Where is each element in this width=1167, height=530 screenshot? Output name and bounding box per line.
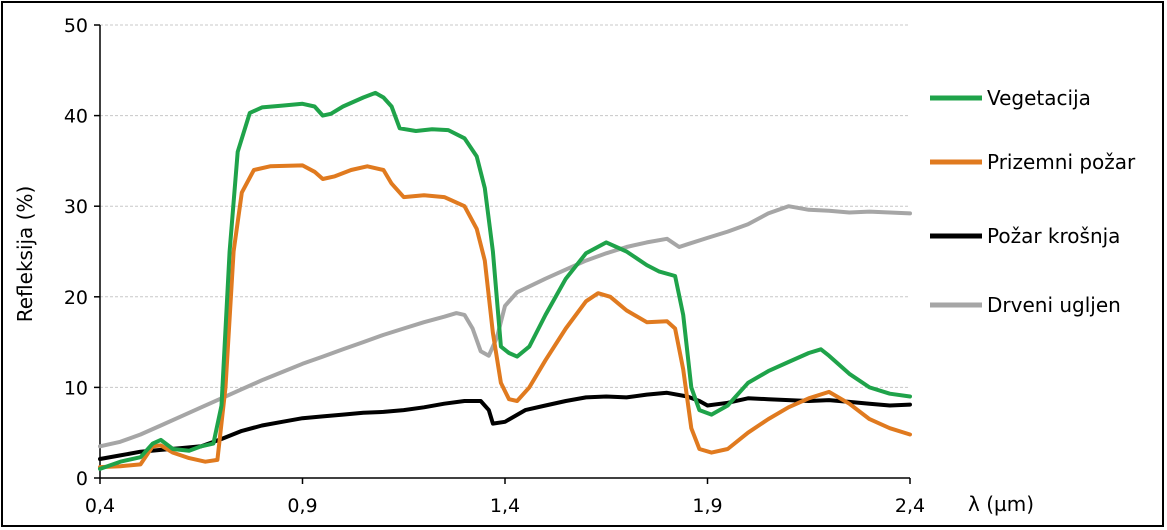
- y-tick-label: 20: [64, 287, 88, 309]
- y-tick-label: 10: [64, 377, 88, 399]
- y-tick-label: 0: [76, 468, 88, 490]
- series-line-1: [98, 163, 912, 470]
- legend-label: Drveni ugljen: [987, 293, 1121, 317]
- x-tick-label: 2,4: [895, 495, 925, 517]
- x-tick-labels: 0,4 0,9 1,4 1,9 2,4: [85, 478, 925, 517]
- x-tick-label: 1,9: [692, 495, 722, 517]
- series-line-3: [98, 204, 912, 449]
- y-tick-labels: 0 10 20 30 40 50: [64, 15, 100, 490]
- legend: Vegetacija Prizemni požar Požar krošnja Drv…: [930, 86, 1136, 317]
- y-axis-label: Refleksija (%): [13, 186, 37, 323]
- legend-label: Požar krošnja: [987, 224, 1120, 248]
- legend-label: Prizemni požar: [987, 150, 1136, 174]
- y-tick-label: 30: [64, 196, 88, 218]
- x-axis-label: λ (µm): [968, 492, 1034, 516]
- y-tick-label: 40: [64, 106, 88, 128]
- y-tick-label: 50: [64, 15, 88, 37]
- x-tick-label: 0,9: [287, 495, 317, 517]
- series-line-0: [98, 90, 912, 471]
- legend-label: Vegetacija: [987, 86, 1091, 110]
- series-line-2: [98, 390, 912, 461]
- x-tick-label: 1,4: [490, 495, 520, 517]
- series-lines: [98, 90, 912, 471]
- x-tick-label: 0,4: [85, 495, 115, 517]
